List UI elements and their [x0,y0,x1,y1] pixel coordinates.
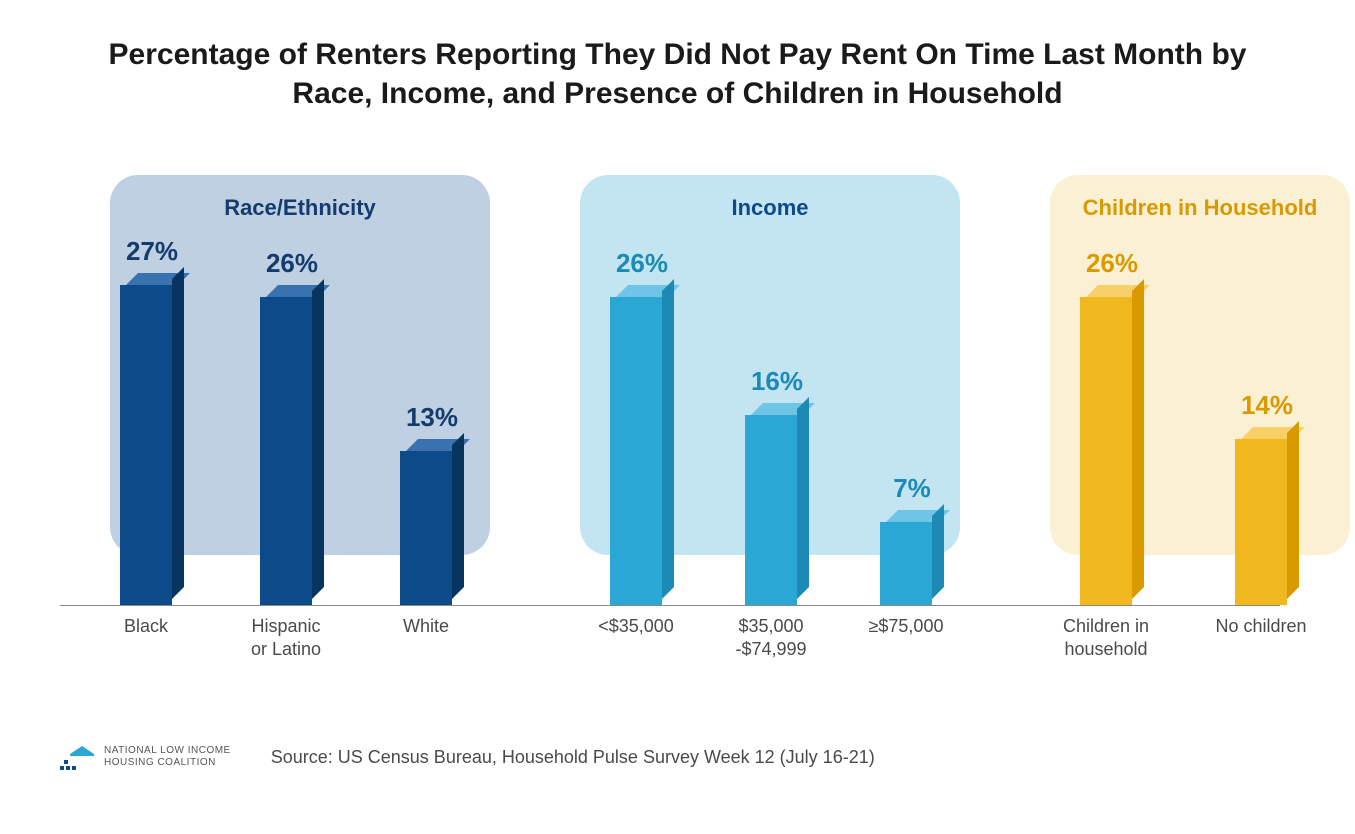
bar: 13% [400,402,464,605]
footer: NATIONAL LOW INCOMEHOUSING COALITION Sou… [60,740,875,774]
bar: 7% [880,473,944,605]
bar: 26% [1080,248,1144,605]
bars-container: 26%<$35,00016%$35,000-$74,9997%≥$75,000 [580,175,980,605]
bar-label: Hispanicor Latino [251,615,321,660]
panel-0: Race/Ethnicity27%Black26%Hispanicor Lati… [80,175,510,635]
bar-value: 16% [751,366,803,397]
bar: 26% [260,248,324,605]
bar-3d [260,285,324,605]
bar-value: 26% [266,248,318,279]
bar-value: 26% [616,248,668,279]
panel-1: Income26%<$35,00016%$35,000-$74,9997%≥$7… [580,175,980,635]
bar: 16% [745,366,809,605]
panel-2: Children in Household26%Children inhouse… [1050,175,1355,635]
bar-3d [120,273,184,605]
bar-value: 26% [1086,248,1138,279]
bar-label: Black [124,615,168,638]
bar-value: 27% [126,236,178,267]
bar: 27% [120,236,184,605]
bar-3d [880,510,944,605]
org-logo: NATIONAL LOW INCOMEHOUSING COALITION [60,740,231,774]
chart-area: Race/Ethnicity27%Black26%Hispanicor Lati… [80,175,1275,635]
bar: 14% [1235,390,1299,605]
bar-3d [1235,427,1299,605]
bars-container: 26%Children inhousehold14%No children [1050,175,1355,605]
bar-label: ≥$75,000 [869,615,944,638]
bar-label: <$35,000 [598,615,674,638]
bar-label: White [403,615,449,638]
bar-value: 14% [1241,390,1293,421]
bar-value: 13% [406,402,458,433]
house-icon [60,740,96,774]
bar-label: Children inhousehold [1063,615,1149,660]
bar-3d [1080,285,1144,605]
bar-value: 7% [893,473,931,504]
logo-text: NATIONAL LOW INCOMEHOUSING COALITION [104,745,231,769]
bar-label: No children [1215,615,1306,638]
bar-3d [400,439,464,605]
bar: 26% [610,248,674,605]
bar-3d [745,403,809,605]
bar-3d [610,285,674,605]
source-text: Source: US Census Bureau, Household Puls… [271,747,875,768]
chart-title: Percentage of Renters Reporting They Did… [0,0,1355,113]
bar-label: $35,000-$74,999 [735,615,806,660]
bars-container: 27%Black26%Hispanicor Latino13%White [80,175,510,605]
